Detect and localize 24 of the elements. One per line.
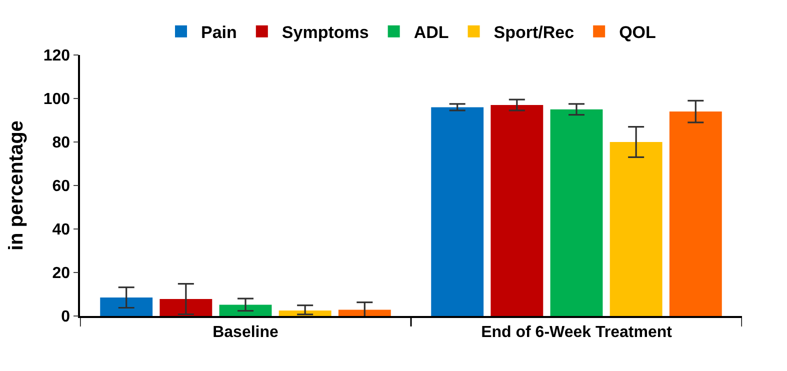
bar — [431, 107, 484, 316]
bar — [669, 112, 722, 316]
bar — [338, 310, 391, 316]
bar — [100, 298, 153, 316]
y-tick-label: 0 — [61, 308, 70, 326]
bar — [219, 304, 272, 316]
y-tick-label: 80 — [52, 134, 70, 152]
legend-label: QOL — [619, 22, 656, 42]
bar — [550, 109, 603, 316]
y-tick-label: 100 — [43, 91, 70, 108]
y-tick-label: 40 — [52, 222, 70, 239]
bar — [610, 142, 662, 316]
legend-label: ADL — [414, 22, 449, 42]
bar — [160, 299, 212, 316]
y-tick-label: 60 — [52, 178, 70, 196]
bar — [490, 105, 544, 316]
x-tick-label: End of 6-Week Treatment — [481, 324, 673, 341]
y-axis-title: in percentage — [5, 120, 28, 251]
legend-label: Pain — [201, 22, 237, 42]
y-tick-label: 120 — [43, 48, 70, 65]
legend-label: Sport/Rec — [494, 22, 574, 42]
y-tick-label: 20 — [52, 265, 70, 282]
x-tick-label: Baseline — [212, 324, 279, 341]
legend-label: Symptoms — [282, 22, 369, 42]
